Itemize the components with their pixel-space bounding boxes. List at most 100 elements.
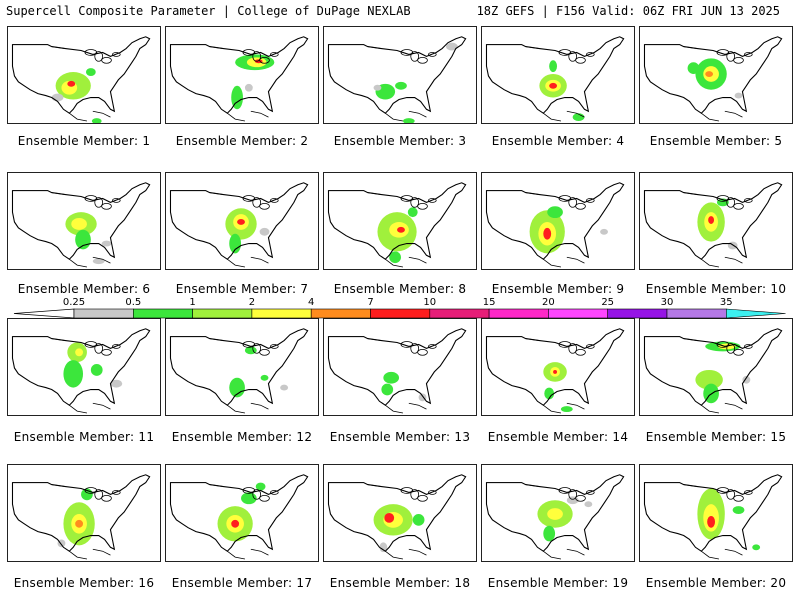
member-label: Ensemble Member: 6: [5, 282, 163, 296]
country-outline: [643, 328, 783, 406]
great-lake: [101, 202, 112, 210]
great-lake: [259, 494, 270, 502]
scp-contour: [110, 379, 123, 388]
great-lake: [84, 487, 98, 494]
scale-tick-label: 35: [719, 297, 733, 308]
canada-border: [486, 44, 540, 49]
mexico-coast: [385, 256, 427, 268]
great-lake: [726, 489, 736, 500]
member-number: 4: [616, 134, 625, 148]
member-number: 6: [142, 282, 151, 296]
scale-tick-label: 0.25: [62, 297, 86, 308]
member-map: [169, 328, 309, 414]
scp-contour: [742, 375, 751, 384]
scp-contour: [547, 206, 563, 219]
mexico-coast: [227, 402, 269, 414]
member-label-prefix: Ensemble Member:: [645, 430, 767, 444]
great-lake: [259, 348, 270, 356]
mexico-coast: [543, 256, 585, 268]
great-lake: [726, 197, 736, 208]
member-map: [643, 474, 783, 560]
member-map: [485, 36, 625, 122]
member-label: Ensemble Member: 14: [479, 430, 637, 444]
great-lake: [428, 198, 437, 203]
member-label-prefix: Ensemble Member:: [175, 282, 297, 296]
canada-border: [328, 482, 382, 487]
great-lake: [744, 344, 753, 349]
great-lake: [586, 490, 595, 495]
scp-contour: [101, 240, 112, 247]
scp-contour: [412, 513, 425, 526]
mexico-coast: [227, 110, 269, 122]
country-outline: [485, 36, 625, 114]
country-outline: [169, 182, 309, 260]
great-lake: [716, 195, 730, 202]
scale-swatch: [192, 308, 253, 319]
scp-contour: [260, 374, 269, 381]
scp-contour: [402, 118, 415, 123]
scp-contour: [752, 544, 761, 551]
mexico-coast: [227, 548, 269, 560]
scale-tick-label: 7: [367, 297, 374, 308]
member-map-panel: [165, 26, 319, 124]
member-map-panel: [7, 464, 161, 562]
great-lake: [744, 490, 753, 495]
member-map: [169, 182, 309, 268]
member-label-prefix: Ensemble Member:: [649, 134, 771, 148]
great-lake: [259, 202, 270, 210]
member-label: Ensemble Member: 19: [479, 576, 637, 590]
scale-swatch: [133, 308, 193, 319]
country-outline: [11, 182, 151, 260]
scale-swatch: [251, 308, 312, 319]
scp-contour: [727, 241, 738, 250]
member-label-prefix: Ensemble Member:: [13, 430, 135, 444]
scale-swatch: [548, 308, 609, 319]
member-map: [643, 36, 783, 122]
country-outline: [327, 36, 467, 114]
member-map-panel: [165, 464, 319, 562]
member-label-prefix: Ensemble Member:: [333, 134, 455, 148]
scp-contour: [229, 233, 242, 254]
run-info: 18Z GEFS | F156 Valid: 06Z FRI JUN 13 20…: [476, 4, 780, 18]
canada-border: [644, 336, 698, 341]
member-number: 19: [612, 576, 629, 590]
country-outline: [327, 328, 467, 406]
canada-border: [644, 190, 698, 195]
mexico-coast: [69, 256, 111, 268]
canada-border: [328, 44, 382, 49]
scp-contour: [85, 68, 96, 76]
member-label: Ensemble Member: 10: [637, 282, 795, 296]
great-lake: [410, 51, 420, 62]
country-outline: [11, 328, 151, 406]
great-lake: [270, 198, 279, 203]
scale-swatch: [73, 308, 134, 319]
scp-contour: [91, 118, 102, 123]
scale-tick-label: 20: [542, 297, 555, 308]
great-lake: [410, 343, 420, 354]
scp-contour: [695, 369, 723, 390]
great-lake: [726, 51, 736, 62]
member-label: Ensemble Member: 4: [479, 134, 637, 148]
member-label-prefix: Ensemble Member:: [645, 576, 767, 590]
scale-swatch: [488, 308, 549, 319]
member-label-prefix: Ensemble Member:: [487, 576, 609, 590]
member-map: [11, 328, 151, 414]
scp-contour: [231, 519, 240, 528]
member-map: [327, 474, 467, 560]
member-number: 5: [774, 134, 783, 148]
member-map-panel: [639, 464, 793, 562]
scp-contour: [395, 81, 407, 90]
member-number: 9: [616, 282, 625, 296]
great-lake: [259, 56, 270, 64]
member-label: Ensemble Member: 1: [5, 134, 163, 148]
member-map-panel: [481, 464, 635, 562]
scp-contour: [397, 226, 405, 233]
great-lake: [558, 49, 572, 56]
member-label: Ensemble Member: 9: [479, 282, 637, 296]
canada-border: [644, 44, 698, 49]
scp-contour: [543, 227, 552, 240]
scp-contour: [572, 113, 585, 122]
member-label: Ensemble Member: 7: [163, 282, 321, 296]
member-label-prefix: Ensemble Member:: [175, 134, 297, 148]
great-lake: [716, 487, 730, 494]
